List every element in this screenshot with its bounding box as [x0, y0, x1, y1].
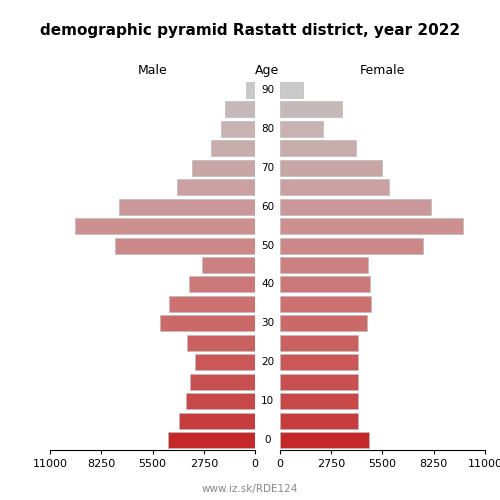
Text: 60: 60 — [261, 202, 274, 211]
Bar — [280, 335, 358, 351]
Bar — [160, 316, 255, 332]
Bar — [280, 413, 358, 429]
Bar — [202, 257, 255, 273]
Bar — [280, 316, 368, 332]
Bar — [280, 276, 370, 292]
Bar — [190, 374, 255, 390]
Bar — [280, 101, 342, 117]
Bar — [119, 198, 255, 214]
Bar — [116, 238, 255, 254]
Bar — [196, 354, 255, 370]
Bar — [212, 140, 255, 156]
Bar — [168, 432, 255, 448]
Bar — [178, 413, 255, 429]
Bar — [280, 120, 322, 136]
Text: 0: 0 — [264, 436, 271, 446]
Bar — [280, 82, 303, 98]
Bar — [280, 354, 358, 370]
Text: 90: 90 — [261, 84, 274, 94]
Text: 10: 10 — [261, 396, 274, 406]
Text: demographic pyramid Rastatt district, year 2022: demographic pyramid Rastatt district, ye… — [40, 22, 460, 38]
Bar — [75, 218, 255, 234]
Bar — [280, 218, 462, 234]
Bar — [280, 140, 356, 156]
Bar — [220, 120, 255, 136]
Bar — [280, 296, 371, 312]
Bar — [280, 179, 389, 195]
Bar — [280, 160, 382, 176]
Title: Age: Age — [256, 64, 280, 78]
Bar — [280, 432, 370, 448]
Text: 30: 30 — [261, 318, 274, 328]
Bar — [187, 335, 255, 351]
Title: Male: Male — [138, 64, 168, 78]
Text: 20: 20 — [261, 358, 274, 368]
Bar — [189, 276, 255, 292]
Bar — [280, 238, 422, 254]
Text: 70: 70 — [261, 162, 274, 172]
Text: www.iz.sk/RDE124: www.iz.sk/RDE124 — [202, 484, 298, 494]
Bar — [192, 160, 255, 176]
Bar — [246, 82, 255, 98]
Bar — [170, 296, 255, 312]
Bar — [280, 257, 368, 273]
Text: 80: 80 — [261, 124, 274, 134]
Bar — [280, 198, 431, 214]
Text: 40: 40 — [261, 280, 274, 289]
Bar — [186, 394, 255, 409]
Bar — [280, 394, 358, 409]
Bar — [226, 101, 255, 117]
Bar — [280, 374, 358, 390]
Bar — [177, 179, 255, 195]
Title: Female: Female — [360, 64, 405, 78]
Text: 50: 50 — [261, 240, 274, 250]
